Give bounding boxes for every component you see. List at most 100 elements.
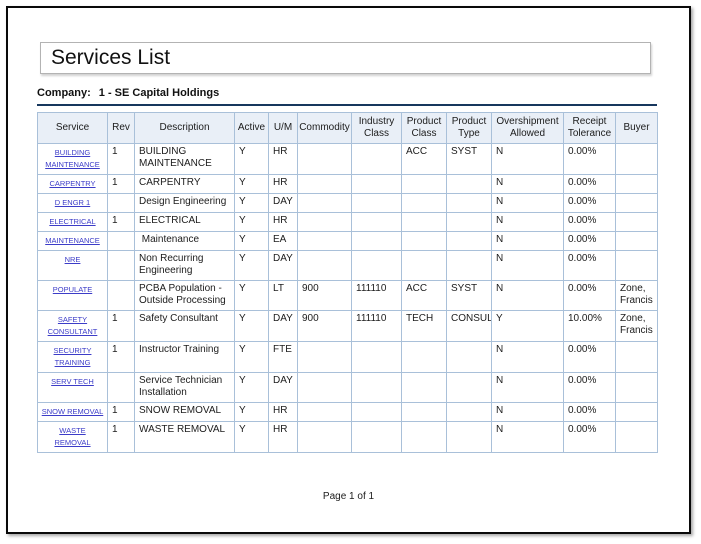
service-link[interactable]: SNOW REMOVAL [41,407,104,416]
product-class-cell [401,372,447,403]
service-cell: D ENGR 1 [37,193,108,213]
industry-class-cell [351,421,402,453]
product-type-cell: SYST [446,280,492,311]
um-cell: HR [268,143,298,175]
active-cell: Y [234,341,269,373]
description-cell: SNOW REMOVAL [134,402,235,422]
col-header-product-class: Product Class [401,112,447,144]
service-link[interactable]: SAFETY CONSULTANT [47,315,98,336]
service-link[interactable]: WASTE REMOVAL [54,426,91,447]
page-title: Services List [51,46,171,69]
commodity-cell: 900 [297,310,352,342]
description-cell: Service Technician Installation [134,372,235,403]
um-cell: HR [268,174,298,194]
service-cell: SECURITY TRAINING [37,341,108,373]
service-cell: SAFETY CONSULTANT [37,310,108,342]
commodity-cell [297,421,352,453]
um-cell: FTE [268,341,298,373]
industry-class-cell [351,212,402,232]
table-row: SECURITY TRAINING 1 Instructor Training … [37,341,658,373]
product-class-cell [401,341,447,373]
product-type-cell [446,402,492,422]
product-type-cell [446,231,492,251]
overshipment-allowed-cell: N [491,402,564,422]
active-cell: Y [234,421,269,453]
overshipment-allowed-cell: N [491,372,564,403]
rev-cell [107,193,135,213]
company-value: 1 - SE Capital Holdings [98,87,220,99]
service-link[interactable]: D ENGR 1 [54,198,91,207]
product-class-cell [401,402,447,422]
rev-cell [107,372,135,403]
receipt-tolerance-cell: 0.00% [563,250,616,281]
service-link[interactable]: SERV TECH [51,377,94,386]
receipt-tolerance-cell: 0.00% [563,174,616,194]
buyer-cell [615,174,658,194]
commodity-cell [297,372,352,403]
header-row: Service Rev Description Active U/M Commo… [37,112,658,144]
description-cell: Safety Consultant [134,310,235,342]
buyer-cell: Zone, Francis [615,310,658,342]
service-cell: MAINTENANCE [37,231,108,251]
commodity-cell [297,193,352,213]
industry-class-cell [351,143,402,175]
industry-class-cell: 111110 [351,280,402,311]
rev-cell: 1 [107,421,135,453]
receipt-tolerance-cell: 0.00% [563,402,616,422]
industry-class-cell [351,402,402,422]
industry-class-cell [351,174,402,194]
commodity-cell [297,212,352,232]
description-cell: PCBA Population - Outside Processing [134,280,235,311]
commodity-cell [297,250,352,281]
overshipment-allowed-cell: Y [491,310,564,342]
table-row: WASTE REMOVAL 1 WASTE REMOVAL Y HR N 0.0… [37,421,658,453]
buyer-cell [615,212,658,232]
um-cell: HR [268,421,298,453]
active-cell: Y [234,280,269,311]
table-row: ELECTRICAL 1 ELECTRICAL Y HR N 0.00% [37,212,658,232]
product-type-cell [446,250,492,281]
active-cell: Y [234,174,269,194]
um-cell: DAY [268,193,298,213]
table-row: BUILDING MAINTENANCE 1 BUILDING MAINTENA… [37,143,658,175]
commodity-cell: 900 [297,280,352,311]
um-cell: HR [268,212,298,232]
industry-class-cell: 111110 [351,310,402,342]
table-row: SAFETY CONSULTANT 1 Safety Consultant Y … [37,310,658,342]
product-class-cell [401,174,447,194]
rev-cell: 1 [107,212,135,232]
service-link[interactable]: BUILDING MAINTENANCE [45,148,100,169]
active-cell: Y [234,143,269,175]
service-link[interactable]: POPULATE [52,285,93,294]
service-link[interactable]: MAINTENANCE [45,236,100,245]
commodity-cell [297,341,352,373]
product-type-cell [446,174,492,194]
service-link[interactable]: CARPENTRY [49,179,96,188]
description-cell: Instructor Training [134,341,235,373]
buyer-cell [615,250,658,281]
overshipment-allowed-cell: N [491,421,564,453]
product-class-cell [401,193,447,213]
service-link[interactable]: NRE [64,255,81,264]
buyer-cell [615,341,658,373]
buyer-cell [615,372,658,403]
active-cell: Y [234,402,269,422]
receipt-tolerance-cell: 0.00% [563,372,616,403]
report-title-box: Services List [40,42,651,74]
receipt-tolerance-cell: 10.00% [563,310,616,342]
service-link[interactable]: ELECTRICAL [49,217,96,226]
active-cell: Y [234,372,269,403]
industry-class-cell [351,193,402,213]
active-cell: Y [234,193,269,213]
receipt-tolerance-cell: 0.00% [563,212,616,232]
description-cell: WASTE REMOVAL [134,421,235,453]
overshipment-allowed-cell: N [491,174,564,194]
active-cell: Y [234,250,269,281]
service-cell: SNOW REMOVAL [37,402,108,422]
company-row: Company: 1 - SE Capital Holdings [37,87,657,106]
rev-cell: 1 [107,143,135,175]
receipt-tolerance-cell: 0.00% [563,280,616,311]
product-type-cell [446,341,492,373]
service-link[interactable]: SECURITY TRAINING [53,346,92,367]
receipt-tolerance-cell: 0.00% [563,421,616,453]
